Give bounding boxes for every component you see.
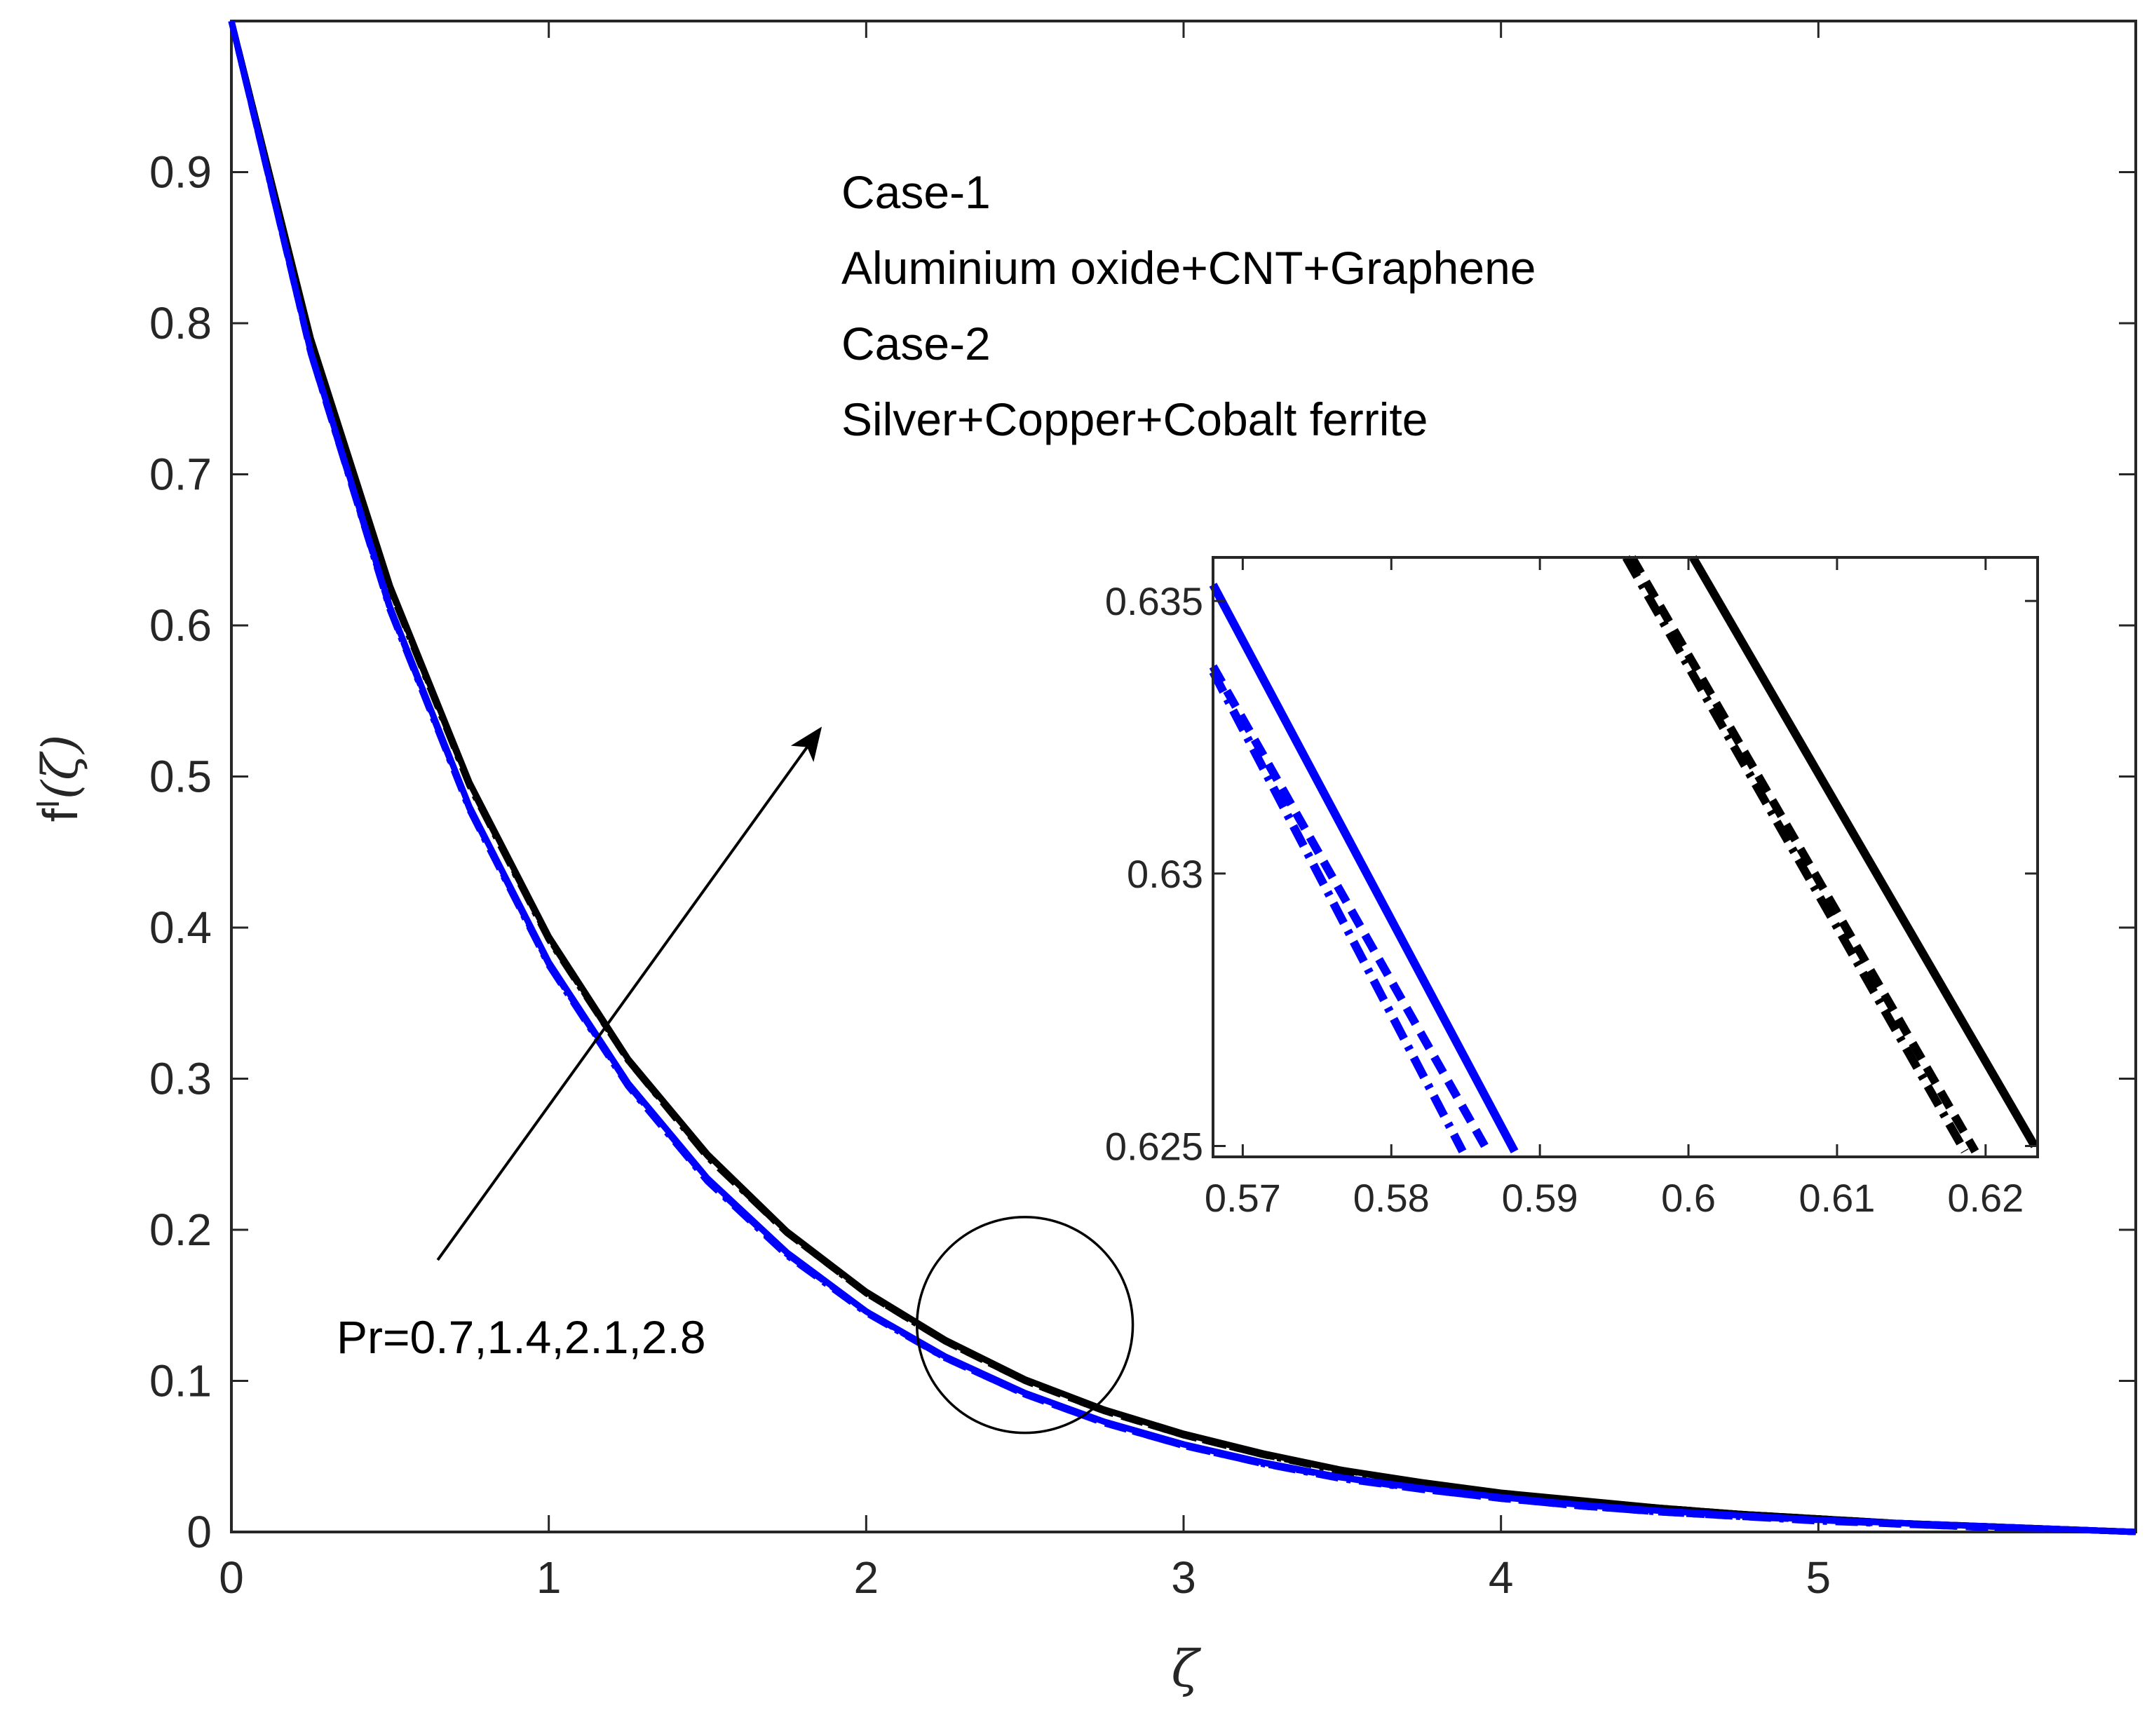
- series-line-case2-dash: [228, 20, 2136, 1535]
- x-tick-label: 4: [1489, 1552, 1514, 1603]
- y-tick-label: 0.1: [149, 1356, 212, 1406]
- y-tick-label: 0.4: [149, 902, 212, 953]
- main-ticks: 0 1 2 3 4 5 0 0.1 0.2 0.3 0.4 0.5 0.6 0.7 0.8 0.9: [149, 21, 2136, 1603]
- inset-ticks: 0.57 0.58 0.59 0.6 0.61 0.62 0.625 0.63 0.635: [1105, 557, 2038, 1220]
- inset-x-tick-label: 0.57: [1205, 1176, 1281, 1220]
- y-tick-label: 0.7: [149, 449, 212, 500]
- svg-text:fI(ζ): fI(ζ): [29, 735, 89, 822]
- inset-x-tick-label: 0.58: [1353, 1176, 1430, 1220]
- y-axis-title-main: f: [33, 808, 88, 822]
- case1-label: Case-1: [841, 166, 991, 218]
- y-tick-label: 0: [187, 1507, 212, 1557]
- inset-series-line-case1-solid: [1689, 555, 2038, 1148]
- inset-series-line-case1-dash: [1628, 555, 1979, 1154]
- x-axis-title: ζ: [1171, 1639, 1201, 1698]
- series-line-case2-dashdot: [228, 20, 2136, 1535]
- main-series: [228, 20, 2136, 1535]
- y-axis-title-arg: (ζ): [32, 735, 89, 800]
- y-tick-label: 0.6: [149, 600, 212, 651]
- inset-series-line-case1-dashdot: [1622, 555, 1969, 1154]
- inset-x-tick-label: 0.62: [1947, 1176, 2024, 1220]
- x-tick-label: 2: [854, 1552, 879, 1603]
- inset-y-tick-label: 0.625: [1105, 1124, 1203, 1168]
- y-axis-title-sup: I: [29, 799, 66, 808]
- x-tick-label: 0: [219, 1552, 244, 1603]
- y-tick-label: 0.5: [149, 752, 212, 802]
- inset-plot-frame: [1212, 556, 2039, 1158]
- pr-label: Pr=0.7,1.4,2.1,2.8: [337, 1311, 706, 1363]
- inset-y-tick-label: 0.635: [1105, 579, 1203, 623]
- zoom-region-circle: [916, 1216, 1134, 1435]
- case2-description: Silver+Copper+Cobalt ferrite: [841, 393, 1428, 445]
- x-tick-label: 5: [1806, 1552, 1831, 1603]
- y-axis-title: fI(ζ): [29, 735, 89, 822]
- inset-x-tick-label: 0.59: [1502, 1176, 1578, 1220]
- inset-series-line-case2-dash: [1209, 664, 1492, 1154]
- y-tick-label: 0.8: [149, 298, 212, 348]
- inset-series-line-case2-solid: [1209, 583, 1519, 1154]
- y-tick-label: 0.3: [149, 1054, 212, 1104]
- inset-background: [1213, 557, 2038, 1157]
- inset-x-tick-label: 0.6: [1661, 1176, 1716, 1220]
- inset-y-tick-label: 0.63: [1127, 852, 1203, 896]
- pr-direction-arrow: [436, 726, 822, 1261]
- case2-label: Case-2: [841, 318, 991, 369]
- case1-description: Aluminium oxide+CNT+Graphene: [841, 242, 1536, 294]
- y-tick-label: 0.9: [149, 147, 212, 198]
- inset-x-tick-label: 0.61: [1799, 1176, 1875, 1220]
- inset-series-line-case2-dashdot: [1209, 670, 1467, 1153]
- x-tick-label: 3: [1171, 1552, 1196, 1603]
- x-tick-label: 1: [536, 1552, 562, 1603]
- inset-series: [1209, 555, 2038, 1154]
- y-tick-label: 0.2: [149, 1205, 212, 1255]
